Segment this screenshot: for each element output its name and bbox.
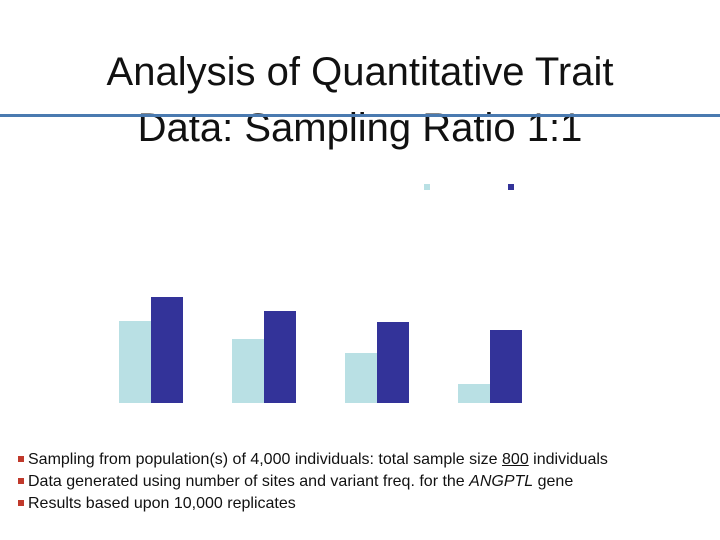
- legend-marker: [424, 184, 430, 190]
- bullet: Sampling from population(s) of 4,000 ind…: [18, 449, 608, 471]
- slide-title: Analysis of Quantitative Trait Data: Sam…: [106, 50, 614, 150]
- bar: [151, 297, 183, 403]
- bullet-text: ANGPTL: [469, 473, 534, 490]
- bullet-text: gene: [533, 473, 574, 490]
- bar: [377, 322, 409, 403]
- bar: [490, 330, 522, 403]
- bar: [232, 339, 264, 403]
- bullet-text: Data generated using number of sites and…: [28, 473, 470, 490]
- bullet-text: individuals: [528, 451, 608, 468]
- bullet-text: 800: [502, 451, 529, 468]
- bullet-text: Sampling from population(s) of 4,000 ind…: [28, 451, 503, 468]
- bar: [345, 353, 377, 403]
- bullet-list: Sampling from population(s) of 4,000 ind…: [18, 449, 608, 515]
- title-rule: [0, 114, 720, 117]
- bullet: Data generated using number of sites and…: [18, 471, 608, 493]
- bar: [458, 384, 490, 403]
- bullet-text: Results based upon 10,000 replicates: [28, 495, 296, 512]
- bar: [264, 311, 296, 403]
- bullet: Results based upon 10,000 replicates: [18, 493, 608, 515]
- bar: [119, 321, 151, 403]
- legend-marker: [508, 184, 514, 190]
